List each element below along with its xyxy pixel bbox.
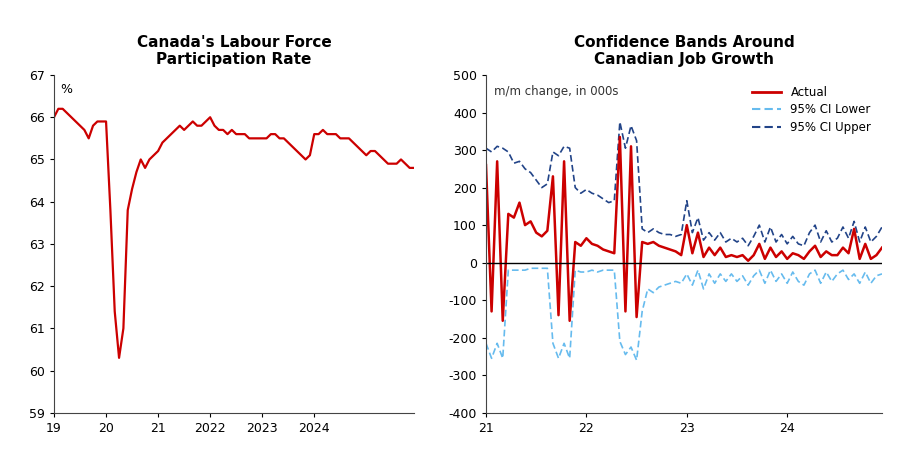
Title: Confidence Bands Around
Canadian Job Growth: Confidence Bands Around Canadian Job Gro… (573, 35, 795, 67)
Legend: Actual, 95% CI Lower, 95% CI Upper: Actual, 95% CI Lower, 95% CI Upper (747, 81, 876, 139)
Text: %: % (60, 83, 73, 97)
Title: Canada's Labour Force
Participation Rate: Canada's Labour Force Participation Rate (137, 35, 331, 67)
Text: m/m change, in 000s: m/m change, in 000s (494, 85, 618, 98)
